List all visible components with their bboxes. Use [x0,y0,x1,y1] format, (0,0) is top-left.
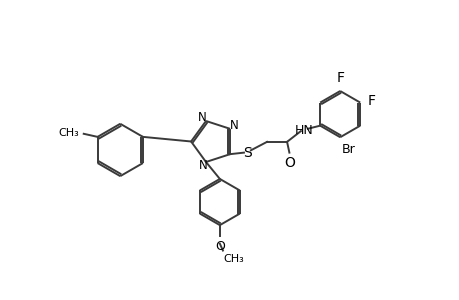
Text: Br: Br [341,143,355,156]
Text: CH₃: CH₃ [223,254,244,264]
Text: F: F [367,94,375,108]
Text: O: O [214,240,224,253]
Text: N: N [229,119,238,132]
Text: S: S [242,146,251,160]
Text: HN: HN [294,124,313,137]
Text: O: O [283,157,294,170]
Text: N: N [197,111,206,124]
Text: CH₃: CH₃ [58,128,79,138]
Text: N: N [198,159,207,172]
Text: F: F [336,71,343,85]
